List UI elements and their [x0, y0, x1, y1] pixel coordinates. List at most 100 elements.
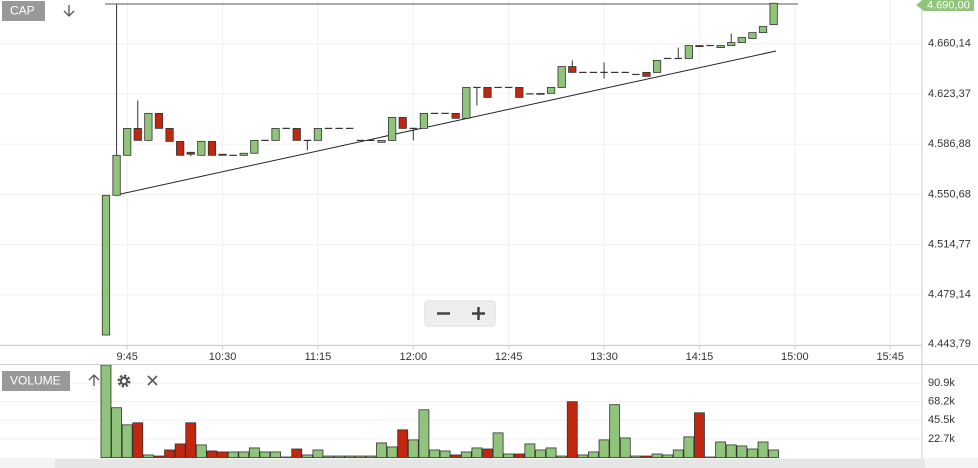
y-tick-label: 4.550,68: [928, 188, 971, 200]
x-tick-label: 9:45: [116, 351, 137, 363]
candle-body: [398, 116, 407, 129]
volume-bar: [386, 446, 398, 458]
y-tick-label: 4.660,14: [928, 38, 971, 50]
volume-bar: [142, 454, 154, 458]
volume-bar: [715, 441, 727, 458]
volume-bar: [291, 448, 303, 458]
candle-body: [165, 127, 174, 142]
plus-icon: [472, 307, 485, 320]
volume-bar: [376, 442, 387, 458]
volume-bar: [248, 447, 260, 458]
grid: [0, 0, 922, 440]
volume-bar: [736, 445, 748, 458]
candle-body: [483, 87, 492, 98]
volume-bar: [630, 455, 642, 458]
candle-body: [546, 87, 556, 94]
zoom-controls: [424, 300, 496, 327]
candle-body: [695, 45, 704, 48]
candle-body: [250, 139, 259, 154]
move-down-icon[interactable]: [63, 5, 75, 17]
candle-body: [313, 127, 323, 141]
candle-body: [112, 154, 121, 196]
volume-bar: [429, 449, 440, 458]
title-tag: [2, 1, 45, 21]
candle-body: [419, 112, 429, 129]
volume-bar: [407, 439, 419, 458]
y-tick-label: 4.479,14: [928, 289, 971, 301]
candle-body: [292, 127, 301, 141]
candle-body: [557, 66, 566, 88]
candle-body: [769, 2, 778, 26]
last-price-label: 4.690,00: [927, 0, 970, 11]
volume-bar: [450, 454, 462, 458]
volume-tick-label: 22.7k: [928, 433, 955, 445]
volume-bar: [312, 449, 324, 458]
candle-body: [101, 194, 111, 336]
volume-bar: [513, 453, 525, 458]
candle-body: [218, 153, 227, 156]
volume-bar: [301, 454, 313, 458]
candle-body: [536, 92, 545, 95]
volume-bar: [598, 439, 610, 458]
volume-tick-label: 90.9k: [928, 377, 955, 389]
candle-body: [239, 152, 248, 156]
candle-body: [652, 59, 662, 73]
y-tick-label: 4.623,37: [928, 88, 971, 100]
candle-body: [737, 37, 746, 43]
volume-bar: [524, 443, 536, 458]
candle-body: [133, 127, 142, 141]
volume-bar: [545, 447, 557, 458]
volume-bar: [111, 407, 122, 458]
candle-body: [207, 140, 217, 156]
volume-bar: [503, 453, 515, 458]
volume-bar: [683, 436, 695, 458]
candle-body: [748, 32, 757, 39]
volume-bar: [418, 409, 430, 458]
volume-bar: [694, 412, 705, 458]
x-tick-label: 14:15: [686, 351, 714, 363]
candle-body: [515, 87, 524, 98]
y-tick-label: 4.443,79: [928, 338, 971, 350]
volume-bar: [323, 455, 334, 458]
gear-center: [119, 376, 129, 386]
volume-bar: [492, 432, 504, 458]
volume-bar: [535, 449, 546, 458]
x-tick-label: 13:30: [590, 351, 618, 363]
last-price-tag: [916, 0, 974, 11]
candle-body: [197, 140, 206, 156]
volume-bar: [121, 424, 133, 458]
volume-bar: [174, 443, 186, 458]
volume-bar: [747, 448, 758, 458]
volume-bar: [556, 455, 568, 458]
candle-body: [716, 45, 725, 48]
volume-bar: [641, 455, 652, 458]
volume-bar: [100, 364, 112, 458]
settings-icon[interactable]: [117, 374, 131, 388]
volume-bar: [588, 451, 599, 458]
volume-bar: [227, 451, 239, 458]
volume-bar: [217, 451, 228, 458]
y-tick-label: 4.586,88: [928, 138, 971, 150]
volume-bar: [344, 455, 356, 458]
volume-bar: [397, 429, 409, 458]
volume-bar: [651, 453, 663, 458]
volume-bar: [577, 454, 589, 458]
scroll-thumb[interactable]: [55, 459, 925, 468]
x-tick-label: 10:30: [209, 351, 237, 363]
move-up-icon[interactable]: [88, 374, 100, 386]
volume-bar: [609, 404, 621, 458]
close-icon[interactable]: [147, 375, 158, 386]
candle-body: [271, 127, 280, 141]
volume-title: VOLUME: [10, 374, 61, 388]
volume-bar: [153, 455, 165, 458]
volume-bar: [333, 455, 345, 458]
volume-bar: [132, 422, 144, 458]
volume-bar: [471, 447, 483, 458]
candle-body: [462, 87, 471, 119]
volume-bar: [354, 455, 366, 458]
candle-body: [684, 45, 693, 59]
volume-bar: [164, 449, 175, 458]
trend-line: [115, 50, 777, 196]
